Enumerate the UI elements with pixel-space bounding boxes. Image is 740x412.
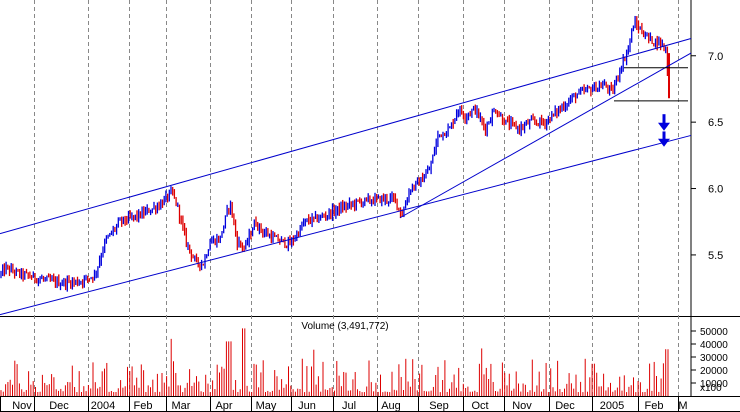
x-tick-label: Feb (134, 400, 153, 412)
down-arrow-icon (658, 138, 670, 147)
x-tick-label: Dec (555, 400, 575, 412)
x-tick-label: Nov (512, 400, 532, 412)
volume-tick-label: 50000 (700, 327, 728, 338)
grid-lines (34, 0, 679, 396)
x-tick-label: Feb (645, 400, 664, 412)
x-tick-label: Nov (12, 400, 32, 412)
trend-line (0, 38, 692, 235)
x-tick-label: 2005 (600, 400, 624, 412)
x-tick-label: Jul (342, 400, 356, 412)
trend-line (0, 134, 692, 316)
volume-tick-label: 20000 (700, 366, 728, 377)
annotations (0, 38, 692, 316)
trend-line (399, 52, 692, 219)
x-tick-label: Oct (471, 400, 488, 412)
x-tick-label: Mar (172, 400, 191, 412)
volume-multiplier-label: x100 (700, 383, 722, 394)
price-tick-label: 7.0 (708, 51, 723, 63)
x-tick-label: 2004 (91, 400, 115, 412)
volume-label: Volume (3,491,772) (301, 321, 388, 332)
x-tick-label: Dec (49, 400, 69, 412)
volume-tick-label: 10000 (700, 379, 728, 390)
price-bars (0, 15, 670, 292)
volume-bars (0, 328, 669, 396)
price-tick-label: 6.0 (708, 184, 723, 196)
price-tick-label: 6.5 (708, 117, 723, 129)
x-tick-label: Aug (381, 400, 401, 412)
x-tick-label: Apr (215, 400, 232, 412)
price-panel (0, 0, 691, 316)
x-tick-label: M (678, 400, 687, 412)
volume-tick-label: 30000 (700, 353, 728, 364)
x-tick-label: Sep (429, 400, 449, 412)
volume-tick-label: 40000 (700, 340, 728, 351)
down-arrow-icon (658, 122, 670, 131)
axis-labels: Nov Dec 2004 Feb Mar Apr May Jun Jul Aug Sep Oct Nov… (0, 51, 728, 412)
x-tick-label: May (256, 400, 277, 412)
price-tick-label: 5.5 (708, 250, 723, 262)
x-tick-label: Jun (298, 400, 316, 412)
